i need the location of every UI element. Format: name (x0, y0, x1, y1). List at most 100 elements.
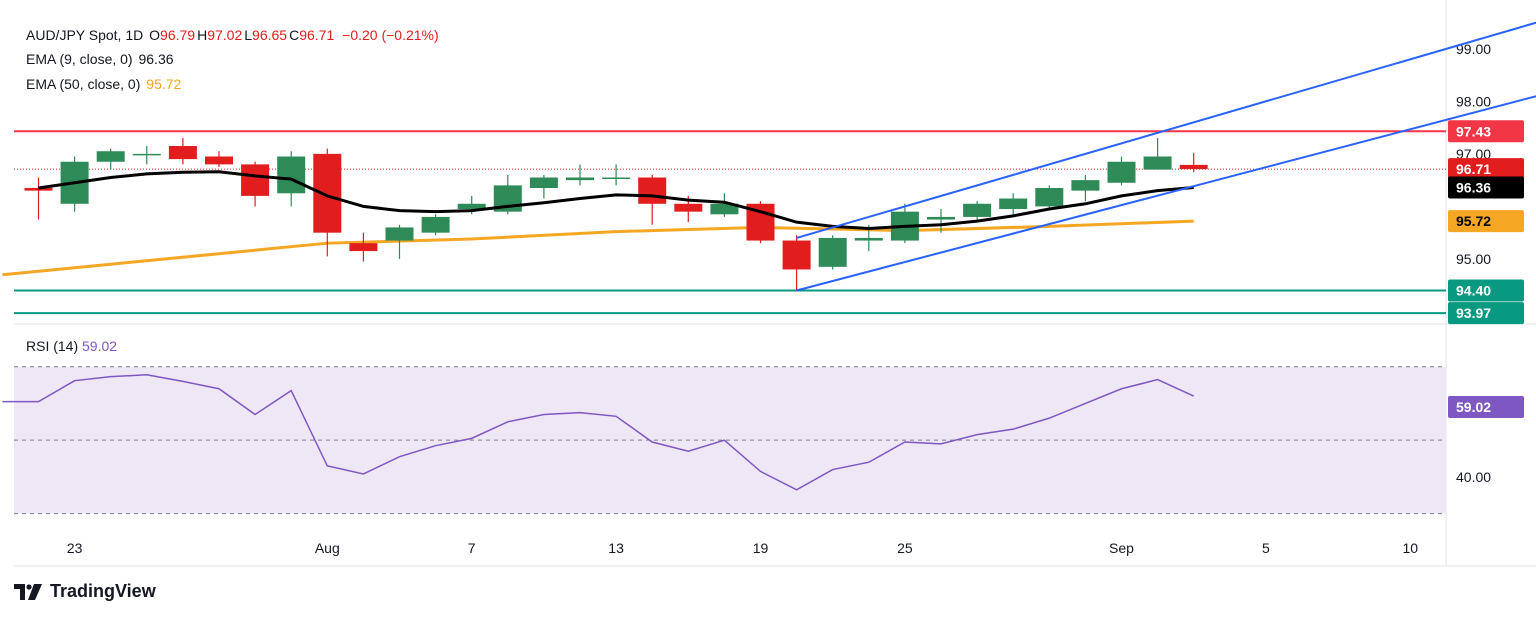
ema50-line[interactable] (2, 219, 1194, 277)
candle[interactable] (1143, 138, 1172, 170)
legend-ohlc-value-h: 97.02 (207, 27, 243, 43)
time-tick-label: Sep (1109, 540, 1134, 556)
candle[interactable] (1179, 152, 1208, 173)
time-tick-label: 13 (608, 540, 624, 556)
candle[interactable] (385, 224, 414, 259)
price-tag-last-close-text: 96.71 (1456, 161, 1491, 177)
rsi-price-tag-bg (1448, 396, 1524, 419)
price-tick-label: 97.00 (1456, 146, 1491, 162)
candle[interactable] (602, 164, 631, 186)
candle[interactable] (241, 161, 270, 207)
legend-ohlc-key-h: H (197, 27, 208, 43)
price-tag-ema9-text: 96.36 (1456, 179, 1491, 195)
candle-body (421, 216, 450, 233)
price-tag-last-close: 96.71 (1448, 158, 1524, 181)
candle[interactable] (782, 235, 811, 291)
candle[interactable] (529, 174, 558, 199)
price-tag-support-lower-text: 93.97 (1456, 305, 1491, 321)
candle-body (566, 177, 594, 181)
legend-change: −0.20 (−0.21%) (342, 27, 439, 43)
candle[interactable] (421, 214, 450, 236)
price-tick-label: 98.00 (1456, 93, 1491, 109)
candle-body (854, 237, 883, 241)
candle-body (529, 177, 558, 189)
price-tag-ema50-bg (1448, 210, 1524, 233)
candle-body (674, 203, 703, 212)
rsi-price-tag: 59.02 (1448, 396, 1524, 419)
candle[interactable] (710, 193, 739, 217)
price-tag-support-upper-text: 94.40 (1456, 282, 1491, 298)
candle-body (313, 153, 342, 233)
price-tag-support-lower-bg (1448, 302, 1524, 325)
legend-rsi-value: 59.02 (82, 338, 118, 354)
time-tick-label: Aug (315, 540, 340, 556)
channel-line-upper[interactable] (796, 21, 1536, 239)
candle[interactable] (746, 201, 775, 244)
time-tick-label: 7 (468, 540, 476, 556)
candle-body (638, 177, 667, 204)
candle[interactable] (349, 232, 378, 262)
legend-rsi-label: RSI (14) (26, 338, 79, 354)
legend-rsi: RSI (14) 59.02 (26, 338, 117, 354)
candle[interactable] (96, 148, 125, 170)
rsi-price-tag-text: 59.02 (1456, 399, 1491, 415)
price-tag-last-close-bg (1448, 158, 1524, 181)
candle[interactable] (132, 145, 161, 165)
candle[interactable] (927, 209, 955, 233)
legend-ohlc-value-l: 96.65 (252, 27, 288, 43)
price-tag-ema9-bg (1448, 176, 1524, 199)
candle-body (349, 243, 378, 252)
candle-body (168, 145, 197, 160)
candle-body (205, 156, 233, 165)
price-tick-label: 95.00 (1456, 251, 1491, 267)
candle-body (132, 153, 161, 156)
price-tag-support-upper-bg (1448, 279, 1524, 302)
candle[interactable] (818, 235, 847, 270)
channel-line-lower[interactable] (796, 95, 1536, 292)
candle[interactable] (313, 148, 342, 257)
candle-body (963, 203, 992, 217)
candle[interactable] (1035, 185, 1064, 210)
price-tag-resistance-bg (1448, 120, 1524, 143)
candle[interactable] (566, 164, 594, 186)
candle[interactable] (999, 193, 1028, 215)
candle-body (927, 216, 955, 220)
candle[interactable] (24, 177, 53, 220)
candle-body (710, 203, 739, 215)
price-tag-ema50-text: 95.72 (1456, 213, 1491, 229)
candle[interactable] (963, 201, 992, 220)
candle-body (457, 203, 486, 210)
time-tick-label: 23 (67, 540, 83, 556)
candle[interactable] (205, 151, 233, 167)
candle[interactable] (168, 138, 197, 165)
legend-ema9-label: EMA (9, close, 0) (26, 51, 133, 67)
legend-symbol: AUD/JPY Spot, 1D (26, 27, 144, 43)
candle-body (1179, 164, 1208, 170)
tradingview-logo-icon (14, 583, 42, 600)
legend-ema9-value: 96.36 (138, 51, 174, 67)
brand-name: TradingView (50, 581, 156, 601)
legend-ohlc: AUD/JPY Spot, 1D O96.79 H97.02 L96.65 C96.7… (26, 27, 441, 43)
candle-body (1035, 188, 1064, 207)
candle[interactable] (1071, 174, 1100, 202)
candle[interactable] (638, 174, 667, 225)
ema9-line[interactable] (38, 170, 1194, 230)
candle-body (782, 240, 811, 270)
legend-ohlc-value-o: 96.79 (160, 27, 196, 43)
price-tag-resistance: 97.43 (1448, 120, 1524, 143)
legend-ohlc-value-c: 96.71 (299, 27, 335, 43)
price-tag-resistance-text: 97.43 (1456, 123, 1491, 139)
candle-body (999, 198, 1028, 210)
price-tag-ema9: 96.36 (1448, 176, 1524, 199)
tradingview-brand[interactable]: TradingView (14, 581, 156, 602)
legend-ohlc-values: O96.79 H97.02 L96.65 C96.71 (149, 27, 336, 43)
legend-ohlc-key-l: L (244, 27, 253, 43)
legend-ohlc-key-o: O (149, 27, 161, 43)
rsi-line[interactable] (2, 374, 1195, 491)
time-tick-label: 10 (1403, 540, 1419, 556)
legend-ema50-value: 95.72 (146, 76, 182, 92)
candle[interactable] (1107, 156, 1136, 186)
legend-ohlc-key-c: C (289, 27, 300, 43)
